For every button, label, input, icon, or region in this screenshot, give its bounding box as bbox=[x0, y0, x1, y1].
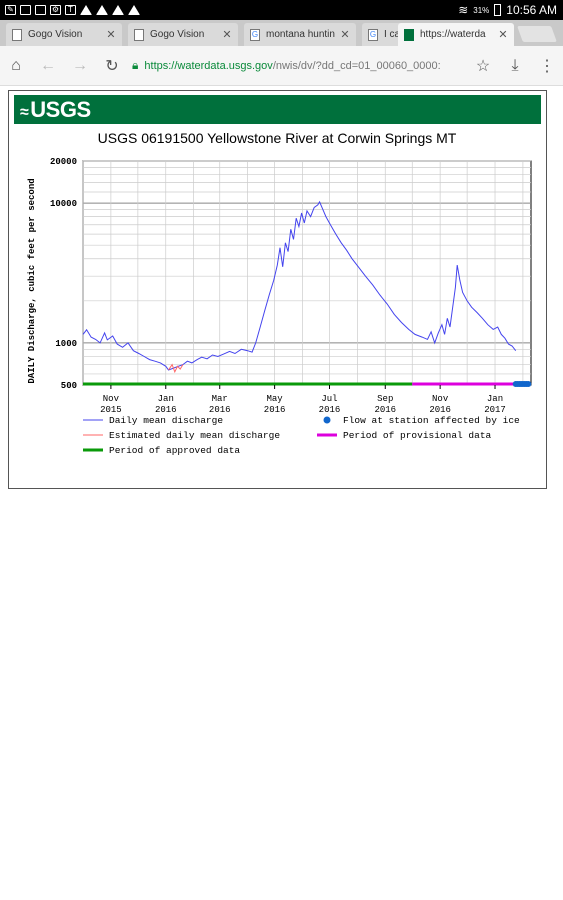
gallery-icon bbox=[35, 5, 46, 15]
page-icon bbox=[12, 28, 22, 41]
y-tick-label: 20000 bbox=[50, 157, 77, 167]
y-tick-label: 1000 bbox=[55, 339, 77, 349]
clock: 10:56 AM bbox=[506, 3, 557, 17]
legend-label: Flow at station affected by ice bbox=[343, 415, 520, 426]
image-icon bbox=[20, 5, 31, 15]
close-icon[interactable]: ✕ bbox=[340, 29, 350, 41]
status-bar: ✎ ⚙ T ≋ 31% 10:56 AM bbox=[0, 0, 563, 20]
reload-icon[interactable]: ↻ bbox=[105, 57, 119, 75]
x-tick-label: Nov bbox=[103, 394, 120, 404]
download-icon[interactable]: ⤓ bbox=[511, 56, 519, 74]
legend-dot-icon bbox=[323, 416, 331, 424]
tab-title: Gogo Vision bbox=[28, 29, 83, 40]
browser-tab-active[interactable]: https://waterda ✕ bbox=[398, 23, 514, 46]
y-axis-label: DAILY Discharge, cubic feet per second bbox=[27, 178, 37, 383]
y-tick-label: 10000 bbox=[50, 199, 77, 209]
close-icon[interactable]: ✕ bbox=[106, 29, 116, 41]
x-tick-label: Jan bbox=[158, 394, 174, 404]
x-tick-label: May bbox=[267, 394, 284, 404]
series-line bbox=[168, 363, 184, 374]
x-tick-label: Nov bbox=[432, 394, 449, 404]
x-tick-label: 2015 bbox=[100, 405, 122, 415]
address-bar[interactable]: 🔒︎ https://waterdata.usgs.gov /nwis/dv/?… bbox=[132, 53, 462, 79]
home-icon[interactable]: ⌂ bbox=[11, 56, 21, 74]
google-icon: G bbox=[368, 28, 378, 41]
close-icon[interactable]: ✕ bbox=[222, 29, 232, 41]
legend-label: Estimated daily mean discharge bbox=[109, 430, 280, 441]
y-tick-label: 500 bbox=[61, 381, 77, 391]
forward-arrow-icon[interactable]: → bbox=[72, 56, 88, 74]
usgs-logo[interactable]: ≈USGS bbox=[20, 96, 91, 122]
x-tick-label: Sep bbox=[377, 394, 393, 404]
browser-toolbar: ⌂ ← → ↻ 🔒︎ https://waterdata.usgs.gov /n… bbox=[0, 46, 563, 86]
tab-title: montana huntin bbox=[266, 29, 335, 40]
browser-tab[interactable]: Gogo Vision ✕ bbox=[6, 23, 122, 46]
x-tick-label: Mar bbox=[212, 394, 228, 404]
page-icon bbox=[134, 28, 144, 41]
google-icon: G bbox=[250, 28, 260, 41]
x-tick-label: 2016 bbox=[209, 405, 231, 415]
notification-icons: ✎ ⚙ T bbox=[0, 5, 140, 15]
discharge-chart: USGS 06191500 Yellowstone River at Corwi… bbox=[27, 130, 532, 456]
settings-icon: ⚙ bbox=[50, 5, 61, 15]
plot-area bbox=[82, 160, 532, 386]
warning-icon bbox=[128, 5, 140, 15]
new-tab-button[interactable] bbox=[517, 26, 557, 42]
x-tick-label: 2017 bbox=[484, 405, 506, 415]
usgs-icon bbox=[404, 28, 414, 41]
tab-title: Gogo Vision bbox=[150, 29, 205, 40]
graph-frame: ≈USGS USGS 06191500 Yellowstone River at… bbox=[8, 90, 547, 489]
star-icon[interactable]: ☆ bbox=[475, 57, 491, 75]
page-content: ≈USGS USGS 06191500 Yellowstone River at… bbox=[0, 86, 563, 900]
url-origin: https://waterdata.usgs.gov bbox=[144, 59, 273, 72]
usgs-banner: ≈USGS bbox=[14, 95, 541, 124]
x-tick-label: Jul bbox=[321, 394, 337, 404]
lock-icon: 🔒︎ bbox=[132, 58, 139, 72]
legend-label: Period of approved data bbox=[109, 445, 240, 456]
warning-icon bbox=[112, 5, 124, 15]
x-tick-label: 2016 bbox=[429, 405, 451, 415]
browser-tab[interactable]: Gogo Vision ✕ bbox=[128, 23, 238, 46]
x-tick-label: Jan bbox=[487, 394, 503, 404]
wifi-icon: ≋ bbox=[458, 3, 469, 17]
legend-label: Period of provisional data bbox=[343, 430, 492, 441]
x-tick-label: 2016 bbox=[264, 405, 286, 415]
chart-title: USGS 06191500 Yellowstone River at Corwi… bbox=[98, 130, 457, 146]
browser-tab[interactable]: G I ca bbox=[362, 23, 402, 46]
tab-title: https://waterda bbox=[420, 29, 486, 40]
wrench-icon: ✎ bbox=[5, 5, 16, 15]
menu-icon[interactable]: ⋮ bbox=[539, 57, 555, 75]
ice-marker bbox=[525, 381, 532, 387]
series-line bbox=[82, 200, 517, 371]
battery-level: 31% bbox=[473, 5, 490, 15]
legend-label: Daily mean discharge bbox=[109, 415, 223, 426]
url-path: /nwis/dv/?dd_cd=01_00060_0000: bbox=[272, 59, 441, 72]
x-tick-label: 2016 bbox=[155, 405, 177, 415]
back-arrow-icon[interactable]: ← bbox=[40, 56, 56, 74]
x-tick-label: 2016 bbox=[319, 405, 341, 415]
close-icon[interactable]: ✕ bbox=[498, 29, 508, 41]
warning-icon bbox=[96, 5, 108, 15]
tab-strip: Gogo Vision ✕ Gogo Vision ✕ G montana hu… bbox=[0, 20, 563, 46]
waves-icon: ≈ bbox=[20, 103, 29, 121]
battery-icon bbox=[494, 4, 502, 16]
document-icon: T bbox=[65, 5, 76, 15]
tab-title: I ca bbox=[384, 29, 401, 40]
warning-icon bbox=[80, 5, 92, 15]
browser-tab[interactable]: G montana huntin ✕ bbox=[244, 23, 356, 46]
x-tick-label: 2016 bbox=[374, 405, 396, 415]
